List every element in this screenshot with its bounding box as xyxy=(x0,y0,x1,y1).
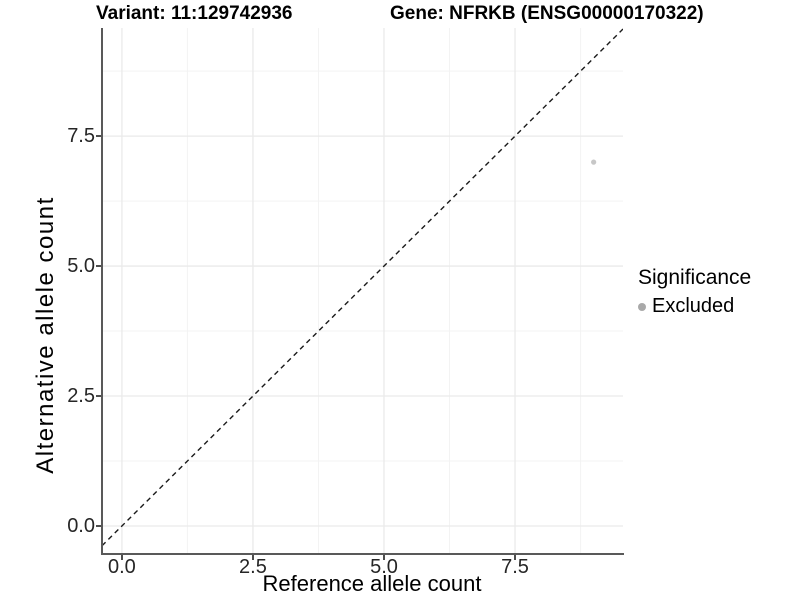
scatter-point xyxy=(591,159,597,165)
y-tick-label: 7.5 xyxy=(67,125,95,148)
plot-title-variant: Variant: 11:129742936 xyxy=(96,3,293,24)
x-axis-title: Reference allele count xyxy=(262,571,482,596)
x-axis-line xyxy=(101,553,624,555)
legend-entry: Excluded xyxy=(638,295,751,318)
legend-entry-label: Excluded xyxy=(652,295,735,317)
x-tick-label: 2.5 xyxy=(239,556,267,578)
legend-title: Significance xyxy=(638,266,752,289)
identity-reference-line xyxy=(102,28,623,547)
x-tick-mark xyxy=(252,554,254,560)
x-tick-mark xyxy=(121,554,123,560)
legend: Significance Excluded xyxy=(638,266,751,318)
y-tick-label: 0.0 xyxy=(67,514,95,537)
x-tick-mark xyxy=(383,554,385,560)
x-tick-mark xyxy=(514,554,516,560)
legend-key-dot-icon xyxy=(638,302,646,311)
y-axis-line xyxy=(101,28,103,555)
y-tick-label: 5.0 xyxy=(67,255,95,278)
y-tick-mark xyxy=(96,525,101,527)
y-tick-mark xyxy=(96,135,101,137)
y-tick-label: 2.5 xyxy=(67,385,95,408)
x-tick-label: 5.0 xyxy=(370,556,398,578)
y-axis-title: Alternative allele count xyxy=(32,196,59,474)
y-tick-mark xyxy=(96,395,101,397)
x-tick-label: 0.0 xyxy=(108,556,136,578)
plot-panel xyxy=(102,28,623,553)
plot-title-gene: Gene: NFRKB (ENSG00000170322) xyxy=(390,3,704,24)
x-tick-label: 7.5 xyxy=(501,556,529,578)
y-tick-mark xyxy=(96,265,101,267)
